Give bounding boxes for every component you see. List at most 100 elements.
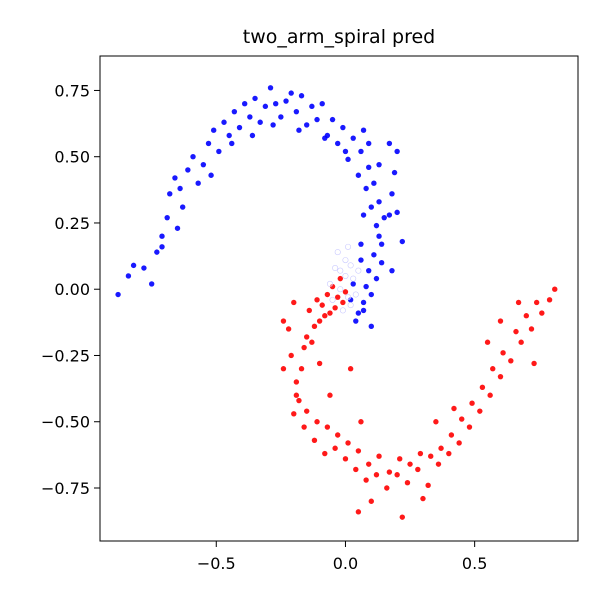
scatter-point <box>141 265 147 271</box>
points-layer <box>115 85 558 520</box>
scatter-point <box>231 108 238 115</box>
scatter-point <box>345 440 351 446</box>
scatter-point <box>304 334 310 340</box>
scatter-point <box>386 140 393 147</box>
scatter-point <box>376 453 382 459</box>
scatter-point <box>306 307 312 314</box>
scatter-point <box>301 344 307 351</box>
scatter-point <box>389 267 395 274</box>
scatter-point <box>360 212 367 218</box>
scatter-point <box>125 273 132 279</box>
scatter-point <box>358 241 364 247</box>
scatter-point <box>164 214 170 221</box>
scatter-point <box>247 114 253 120</box>
scatter-point <box>236 124 243 131</box>
scatter-point <box>200 161 207 168</box>
scatter-point <box>342 289 349 295</box>
scatter-point <box>358 148 364 155</box>
scatter-point <box>371 252 377 258</box>
scatter-point <box>304 408 310 414</box>
y-tick-label: −0.50 <box>41 413 90 432</box>
scatter-point <box>456 440 462 446</box>
scatter-point <box>316 360 323 367</box>
scatter-point <box>376 199 382 205</box>
scatter-point <box>221 119 227 125</box>
scatter-point <box>378 241 385 247</box>
chart-title: two_arm_spiral pred <box>243 26 435 48</box>
scatter-point <box>378 260 385 266</box>
scatter-point <box>394 472 400 478</box>
scatter-point <box>428 453 434 459</box>
scatter-point <box>539 310 545 316</box>
scatter-point <box>497 318 504 324</box>
y-tick-label: 0.25 <box>54 214 90 233</box>
y-tick-label: 0.75 <box>54 81 90 100</box>
x-tick-label: 0.0 <box>333 554 358 573</box>
scatter-point <box>229 140 235 147</box>
x-tick-label: 0.5 <box>462 554 487 573</box>
scatter-point <box>345 156 351 163</box>
scatter-point <box>288 352 294 359</box>
series-3 <box>326 243 362 314</box>
scatter-point <box>355 310 362 316</box>
scatter-point <box>301 424 307 430</box>
scatter-point <box>546 297 553 303</box>
scatter-point <box>363 185 369 192</box>
scatter-point <box>174 225 181 231</box>
scatter-point <box>347 297 354 303</box>
scatter-point <box>353 318 359 324</box>
scatter-point <box>252 95 258 102</box>
scatter-point <box>329 296 336 303</box>
scatter-point <box>352 291 359 298</box>
scatter-point <box>322 313 328 319</box>
scatter-point <box>309 339 315 345</box>
scatter-point <box>280 366 287 372</box>
scatter-point <box>291 299 297 306</box>
scatter-point <box>326 280 333 287</box>
scatter-point <box>358 257 364 263</box>
scatter-point <box>342 456 349 462</box>
scatter-point <box>355 448 362 454</box>
scatter-point <box>531 360 537 367</box>
scatter-point <box>309 103 315 110</box>
scatter-point <box>446 450 452 457</box>
scatter-point <box>399 238 405 245</box>
scatter-point <box>448 432 455 438</box>
scatter-point <box>172 175 178 181</box>
scatter-point <box>459 416 465 422</box>
y-tick-label: −0.25 <box>41 346 90 365</box>
y-tick-label: 0.50 <box>54 148 90 167</box>
scatter-point <box>394 209 400 216</box>
scatter-point <box>334 249 341 256</box>
scatter-point <box>360 299 367 306</box>
y-tick-label: 0.00 <box>54 280 90 299</box>
scatter-point <box>420 495 426 502</box>
scatter-point <box>366 267 372 274</box>
scatter-point <box>523 313 530 319</box>
scatter-point <box>288 90 294 96</box>
scatter-point <box>360 307 367 314</box>
scatter-point <box>324 291 331 298</box>
scatter-point <box>210 127 217 133</box>
scatter-point <box>296 397 302 404</box>
scatter-point <box>304 122 310 128</box>
scatter-point <box>355 267 362 274</box>
scatter-point <box>327 392 333 398</box>
scatter-point <box>466 424 473 430</box>
scatter-point <box>293 392 300 398</box>
scatter-point <box>381 214 387 221</box>
scatter-point <box>513 328 519 335</box>
scatter-point <box>208 172 214 178</box>
scatter-point <box>324 424 331 430</box>
scatter-point <box>262 103 269 110</box>
scatter-point <box>329 283 336 290</box>
scatter-point <box>347 262 354 269</box>
scatter-point <box>314 419 320 425</box>
scatter-point <box>451 405 457 412</box>
scatter-point <box>353 466 359 473</box>
scatter-point <box>314 297 320 303</box>
scatter-point <box>159 233 165 239</box>
scatter-point <box>335 432 341 438</box>
scatter-point <box>368 204 374 210</box>
scatter-point <box>386 469 393 475</box>
